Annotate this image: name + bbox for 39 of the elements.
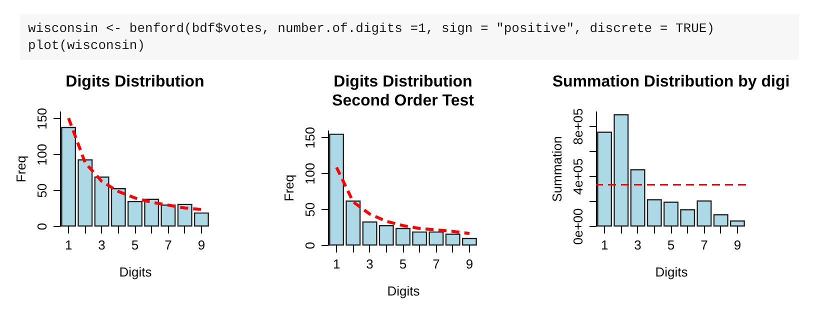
x-tick-label: 1 xyxy=(332,256,340,272)
y-tick-label: 0e+00 xyxy=(570,208,586,245)
y-tick-label: 100 xyxy=(34,144,50,166)
y-tick-label: 4e+05 xyxy=(570,158,586,195)
x-tick-label: 7 xyxy=(700,238,708,252)
line-series xyxy=(67,116,203,211)
y-tick-label: 100 xyxy=(302,162,318,184)
x-tick-label: 1 xyxy=(64,238,72,252)
y-axis-title: Summation xyxy=(550,136,564,202)
chart-title: Digits Distribution Second Order Test xyxy=(332,73,475,110)
x-axis-title: Digits xyxy=(655,264,688,280)
text: plot(wisconsin) xyxy=(28,37,146,54)
y-tick-label: 150 xyxy=(34,108,50,130)
chart-title: Digits Distribution xyxy=(66,73,204,90)
y-tick-label: 50 xyxy=(302,202,318,217)
x-tick-label: 9 xyxy=(734,238,742,252)
x-tick-label: 3 xyxy=(366,256,374,272)
y-tick-label: 0 xyxy=(34,222,50,230)
x-tick-label: 9 xyxy=(198,238,206,252)
x-axis-title: Digits xyxy=(119,264,152,280)
y-axis-title: Freq xyxy=(282,174,296,202)
y-tick-label: 50 xyxy=(34,183,50,198)
x-tick-label: 5 xyxy=(131,238,139,252)
y-tick-label: 150 xyxy=(302,126,318,149)
x-tick-label: 7 xyxy=(164,238,172,252)
line-series xyxy=(335,166,471,235)
x-tick-label: 5 xyxy=(667,238,675,252)
x-tick-label: 9 xyxy=(466,256,474,272)
y-tick-label: 0 xyxy=(302,242,318,250)
y-axis-title: Freq xyxy=(14,156,28,182)
x-tick-label: 7 xyxy=(432,256,440,272)
x-tick-label: 5 xyxy=(399,256,407,272)
y-tick-label: 8e+05 xyxy=(570,108,586,145)
x-tick-label: 3 xyxy=(98,238,106,252)
x-tick-label: 3 xyxy=(634,238,642,252)
x-tick-label: 1 xyxy=(600,238,608,252)
text: wisconsin <- benford(bdf$votes, number.of.digits =1, sign = "positive", discrete = TRUE) xyxy=(28,20,716,37)
x-axis-title: Digits xyxy=(387,284,420,298)
chart-title: Summation Distribution by digi xyxy=(552,74,790,91)
